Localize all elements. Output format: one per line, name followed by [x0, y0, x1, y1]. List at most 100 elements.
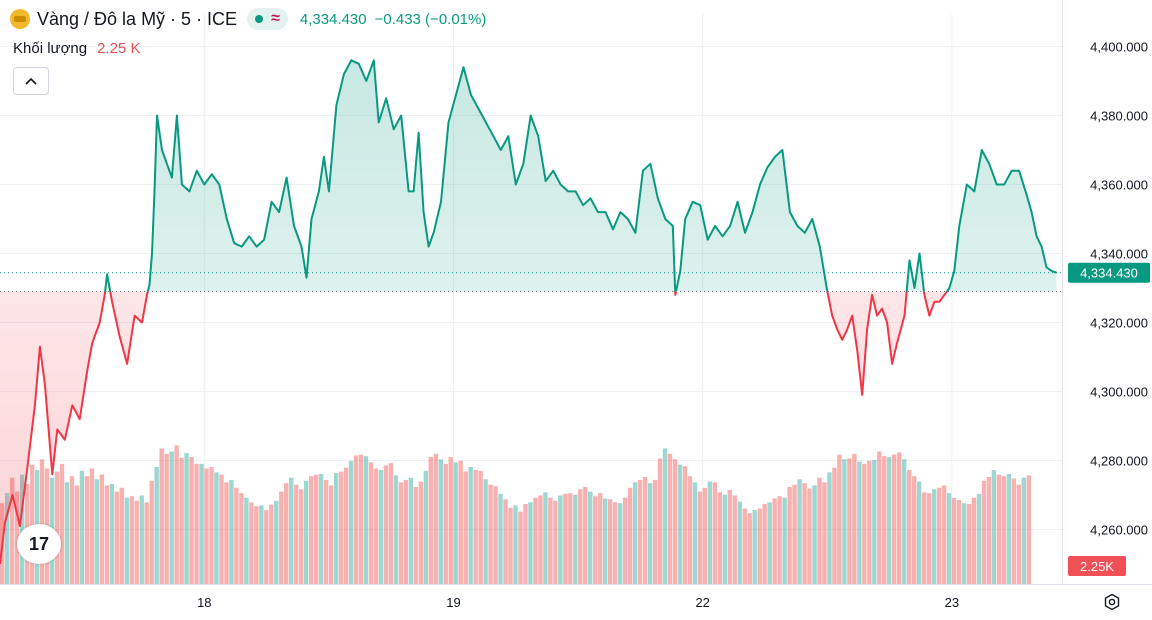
volume-bar [453, 462, 458, 584]
volume-bar [931, 489, 937, 584]
volume-bar [971, 497, 977, 584]
market-status-pill[interactable]: ≈ [247, 8, 288, 30]
volume-bar [677, 464, 683, 584]
volume-bar [184, 453, 189, 584]
settings-button[interactable] [1100, 590, 1124, 614]
last-price: 4,334.430 [299, 10, 367, 28]
volume-bar [777, 496, 782, 584]
volume-bar [388, 463, 394, 584]
volume-bar [787, 486, 792, 584]
volume-bar [59, 463, 65, 584]
volume-bar [827, 472, 832, 584]
volume-bar [921, 492, 927, 584]
volume-bar [553, 500, 558, 584]
tradingview-logo-icon[interactable]: 17 [17, 524, 61, 564]
volume-bar [259, 505, 264, 584]
volume-bar [622, 497, 628, 584]
volume-bar [712, 482, 718, 584]
volume-bar [1011, 478, 1017, 584]
volume-bar [99, 474, 105, 584]
volume-bar [632, 482, 638, 584]
volume-bar [981, 480, 987, 584]
volume-bar [822, 482, 827, 584]
volume-bar [358, 454, 364, 584]
volume-bar [941, 485, 947, 584]
y-tick-label: 4,400.000 [1090, 40, 1148, 55]
volume-bar [742, 508, 747, 584]
symbol-legend: Vàng / Đô la Mỹ · 5 · ICE ≈ 4,334.430 −0… [10, 7, 486, 31]
volume-bar [84, 476, 90, 584]
volume-bar [4, 493, 10, 584]
volume-bar [214, 472, 219, 584]
volume-tag [1068, 556, 1126, 576]
volume-bar [976, 493, 982, 584]
volume-bar [1001, 476, 1007, 584]
volume-bar [154, 466, 159, 584]
volume-bar [1016, 484, 1022, 584]
area-above-baseline [0, 60, 1057, 292]
volume-bar [563, 493, 568, 584]
wave-icon: ≈ [271, 10, 280, 27]
series-line-up [104, 59, 1057, 292]
volume-bar [328, 485, 334, 584]
volume-bar [657, 458, 663, 584]
y-tick-label: 4,300.000 [1090, 385, 1148, 400]
last-price-tag [1068, 262, 1150, 283]
volume-bar [373, 468, 379, 584]
volume-bar [792, 484, 797, 584]
volume-bar [667, 453, 673, 584]
volume-bar [488, 484, 493, 584]
volume-bar [124, 497, 129, 584]
volume-bar [323, 480, 329, 584]
volume-bar [254, 506, 259, 584]
volume-bar [274, 500, 279, 584]
volume-bar [279, 491, 284, 584]
last-price-tag-label: 4,334.430 [1080, 266, 1138, 281]
volume-bar [797, 479, 802, 584]
volume-bar [229, 480, 234, 584]
volume-bar [64, 482, 70, 584]
volume-bar [179, 457, 184, 584]
collapse-legend-button[interactable] [13, 67, 49, 95]
gear-icon [1104, 593, 1120, 611]
volume-bar [219, 474, 224, 584]
volume-bar [607, 499, 613, 584]
volume-bar [617, 503, 623, 584]
volume-bar [109, 483, 115, 584]
volume-bar [578, 489, 583, 584]
volume-bar [144, 502, 149, 584]
volume-bar [702, 487, 708, 584]
volume-bar [224, 482, 229, 584]
volume-bars [0, 445, 1031, 584]
volume-bar [244, 497, 249, 584]
volume-bar [807, 488, 812, 584]
volume-bar [722, 494, 727, 584]
volume-bar [159, 448, 164, 584]
volume-bar [478, 470, 483, 584]
volume-bar [682, 466, 688, 584]
volume-bar [892, 454, 897, 584]
volume-bar [523, 503, 528, 584]
volume-bar [991, 470, 997, 584]
volume-bar [164, 453, 169, 584]
volume-bar [627, 487, 633, 584]
y-tick-label: 4,260.000 [1090, 523, 1148, 538]
volume-bar [637, 480, 643, 584]
volume-bar [528, 502, 533, 584]
volume-bar [727, 490, 732, 584]
price-area [0, 60, 1057, 564]
volume-bar [837, 454, 842, 584]
volume-bar [239, 493, 244, 584]
volume-bar [707, 481, 713, 584]
volume-bar [558, 495, 563, 584]
volume-bar [139, 495, 144, 584]
volume-bar [966, 503, 972, 584]
volume-bar [877, 451, 882, 584]
volume-bar [199, 463, 204, 584]
symbol-title[interactable]: Vàng / Đô la Mỹ · 5 · ICE [37, 8, 238, 29]
volume-bar [1006, 473, 1012, 584]
volume-bar [348, 460, 354, 584]
volume-bar [568, 493, 573, 584]
volume-bar [672, 459, 678, 584]
